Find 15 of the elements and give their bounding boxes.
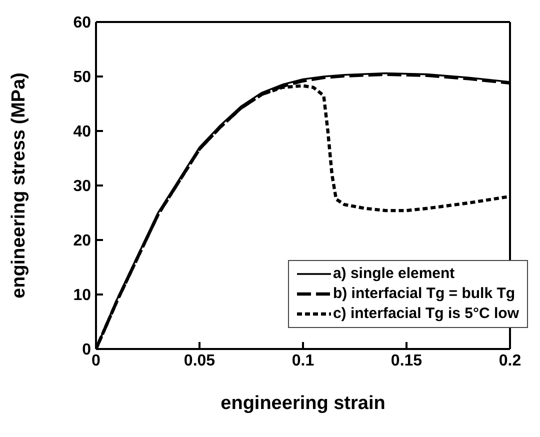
x-tick-label: 0.1 (292, 352, 314, 370)
legend-label: c) interfacial Tg is 5°C low (332, 304, 519, 324)
x-tick-label: 0.05 (184, 352, 216, 370)
x-axis-title: engineering strain (220, 393, 386, 414)
y-tick-label: 50 (73, 69, 92, 86)
y-tick-label: 20 (73, 232, 92, 250)
x-tick-label: 0.15 (390, 352, 422, 370)
legend-label: b) interfacial Tg = bulk Tg (332, 284, 516, 304)
y-tick-label: 40 (73, 124, 92, 141)
legend-label: a) single element (332, 264, 455, 284)
y-tick-label: 60 (73, 14, 92, 32)
y-tick-label: 30 (73, 178, 92, 196)
y-axis-title: engineering stress (MPa) (8, 72, 30, 298)
x-tick-label: 0.2 (498, 352, 522, 370)
y-tick-label: 10 (73, 287, 92, 304)
